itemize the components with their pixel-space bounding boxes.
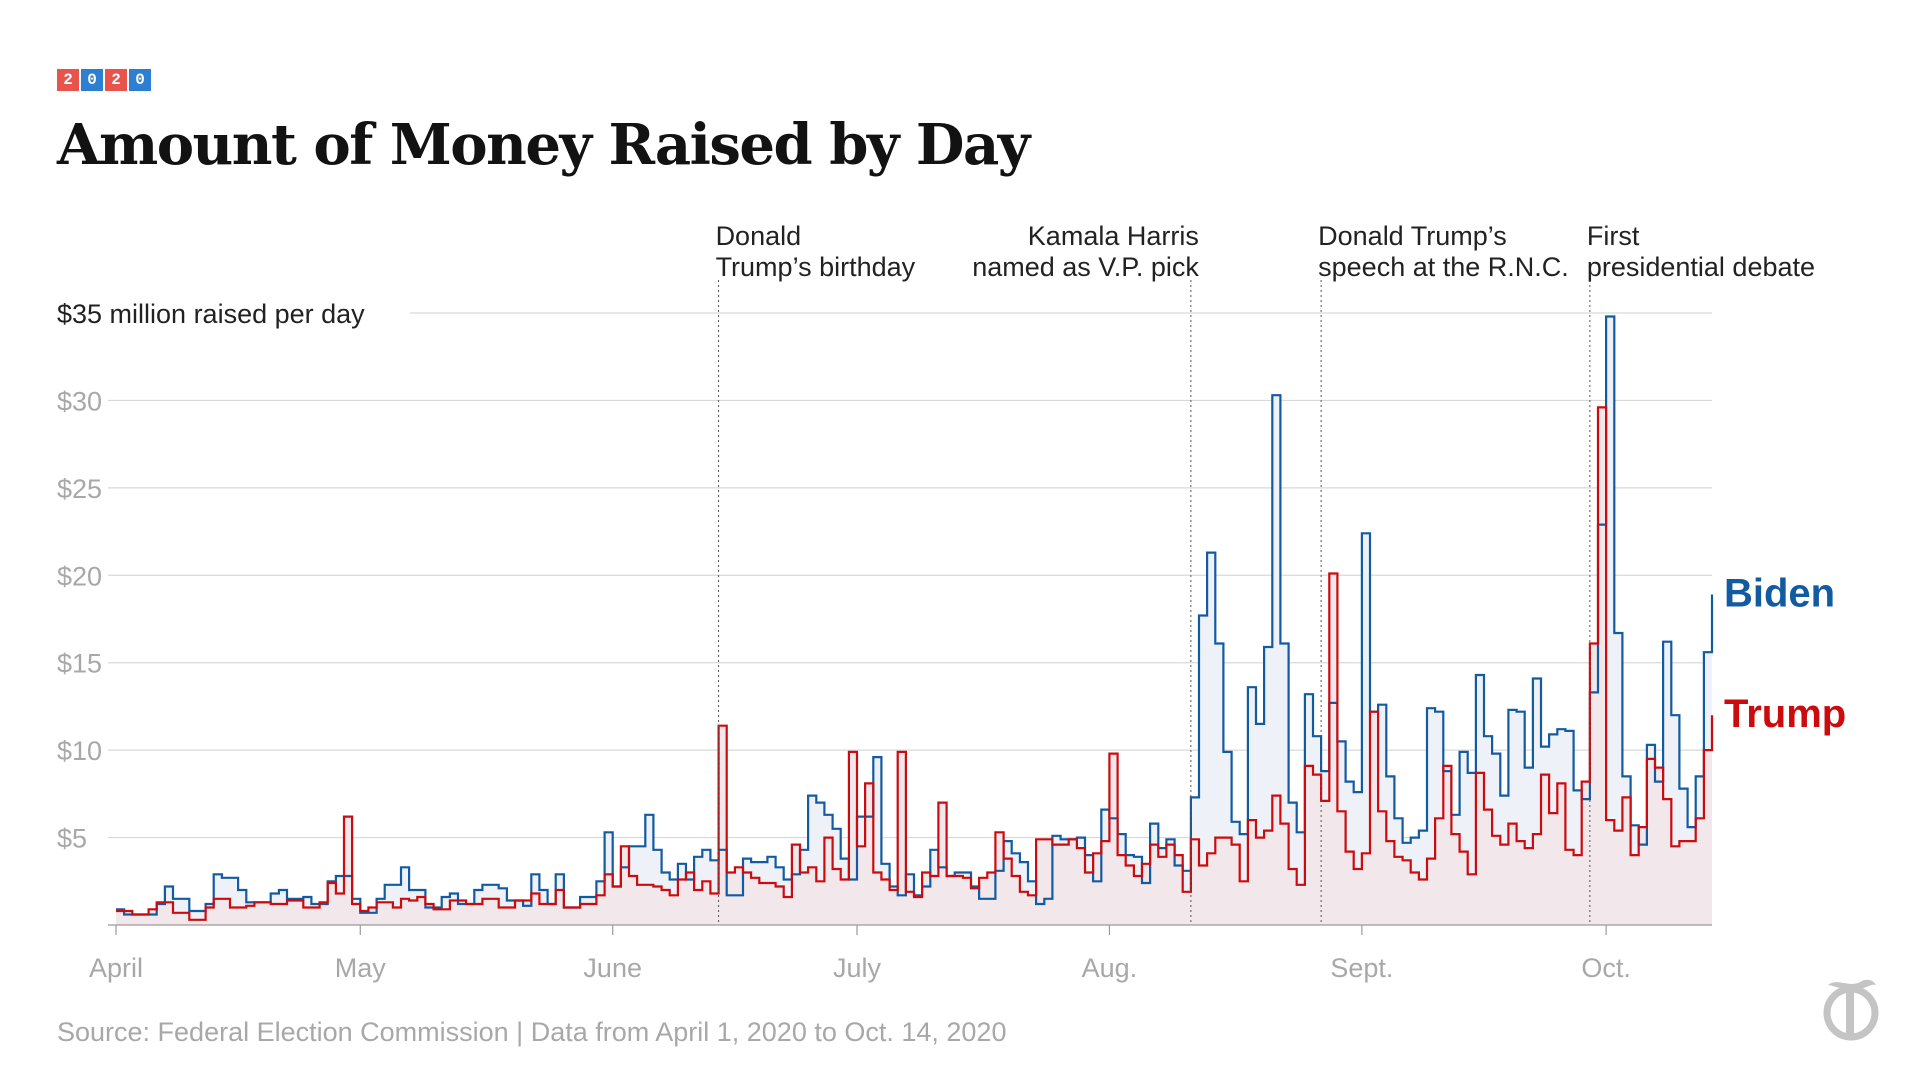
x-axis: April May June July Aug. Sept. Oct. <box>89 924 1712 983</box>
annotation-label: Donald <box>716 221 802 251</box>
badge-digit: 2 <box>57 69 79 91</box>
annotation-label: First <box>1587 221 1640 251</box>
badge-digit: 0 <box>81 69 103 91</box>
y-tick-label: $25 <box>57 474 102 504</box>
y-axis-labels: $5 $10 $15 $20 $25 $30 $35 million raised per … <box>57 299 365 854</box>
y-tick-label: $30 <box>57 386 102 416</box>
x-tick-label: June <box>583 953 642 983</box>
annotation-label: named as V.P. pick <box>972 252 1199 282</box>
annotation-label: Trump’s birthday <box>716 252 916 282</box>
y-tick-label: $15 <box>57 649 102 679</box>
series-line-biden <box>116 315 1714 916</box>
series-lines <box>116 315 1714 921</box>
series-label-biden: Biden <box>1724 572 1835 616</box>
annotation-label: presidential debate <box>1587 252 1815 282</box>
y-tick-label: $35 million raised per day <box>57 299 365 329</box>
y-tick-label: $5 <box>57 824 87 854</box>
series-area-trump <box>116 407 1712 925</box>
x-tick-label: Oct. <box>1581 953 1631 983</box>
series-line-trump <box>116 406 1714 921</box>
y-tick-label: $10 <box>57 736 102 766</box>
series-area-biden <box>116 316 1712 925</box>
x-tick-label: May <box>335 953 387 983</box>
x-tick-label: July <box>833 953 882 983</box>
annotation-label: Donald Trump’s <box>1318 221 1507 251</box>
nyt-t-logo-icon <box>1823 979 1879 1041</box>
y-tick-label: $20 <box>57 561 102 591</box>
series-labels: Biden Trump <box>1724 572 1846 737</box>
series-areas <box>116 316 1712 925</box>
annotation-label: Kamala Harris <box>1028 221 1199 251</box>
badge-digit: 0 <box>129 69 151 91</box>
annotation-label: speech at the R.N.C. <box>1318 252 1569 282</box>
x-tick-label: Sept. <box>1330 953 1393 983</box>
page-title: Amount of Money Raised by Day <box>57 112 1030 178</box>
series-label-trump: Trump <box>1724 692 1846 736</box>
gridlines <box>108 312 1712 839</box>
x-tick-label: April <box>89 953 143 983</box>
badge-digit: 2 <box>105 69 127 91</box>
year-badge: 2 0 2 0 <box>57 69 151 91</box>
x-tick-label: Aug. <box>1082 953 1138 983</box>
source-note: Source: Federal Election Commission | Da… <box>57 1017 1007 1047</box>
